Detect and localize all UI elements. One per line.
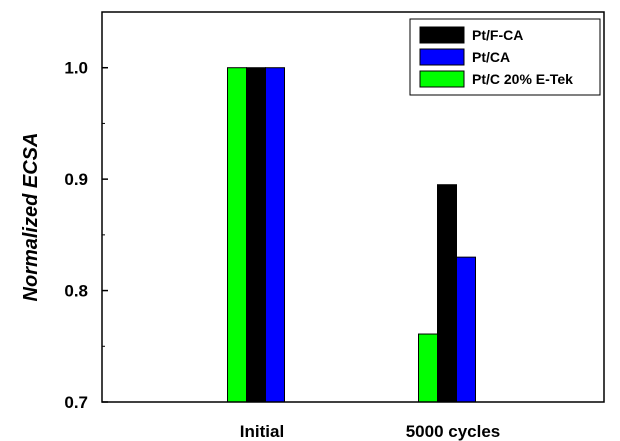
axes-group <box>101 11 605 403</box>
y-axis-title: Normalized ECSA <box>20 133 42 302</box>
legend-label: Pt/F-CA <box>472 27 523 43</box>
y-tick-label: 0.8 <box>64 282 88 301</box>
legend-label: Pt/CA <box>472 49 510 65</box>
bar-pt-f-ca-0 <box>246 67 266 403</box>
legend-swatch <box>419 70 465 88</box>
y-tick-label: 1.0 <box>64 59 88 78</box>
legend-swatch <box>419 26 465 44</box>
x-ticks-group: Initial 5000 cycles <box>240 396 500 441</box>
plot-frame <box>101 11 605 403</box>
x-tick-label: Initial <box>240 422 284 441</box>
legend: Pt/F-CA Pt/CA Pt/C 20% E-Tek <box>409 18 601 96</box>
legend-swatch <box>419 48 465 66</box>
y-tick-label: 0.7 <box>64 393 88 412</box>
y-ticks-group: 0.7 0.8 0.9 1.0 <box>64 11 108 412</box>
legend-label: Pt/C 20% E-Tek <box>472 71 573 87</box>
y-tick-label: 0.9 <box>64 170 88 189</box>
bar-pt-ca-1 <box>456 256 476 403</box>
bar-pt-c-20-e-tek-0 <box>227 67 247 403</box>
bar-pt-f-ca-1 <box>437 184 457 403</box>
bar-pt-c-20-e-tek-1 <box>418 333 438 403</box>
bars-group <box>227 67 476 403</box>
bar-pt-ca-0 <box>265 67 285 403</box>
x-tick-label: 5000 cycles <box>406 422 501 441</box>
